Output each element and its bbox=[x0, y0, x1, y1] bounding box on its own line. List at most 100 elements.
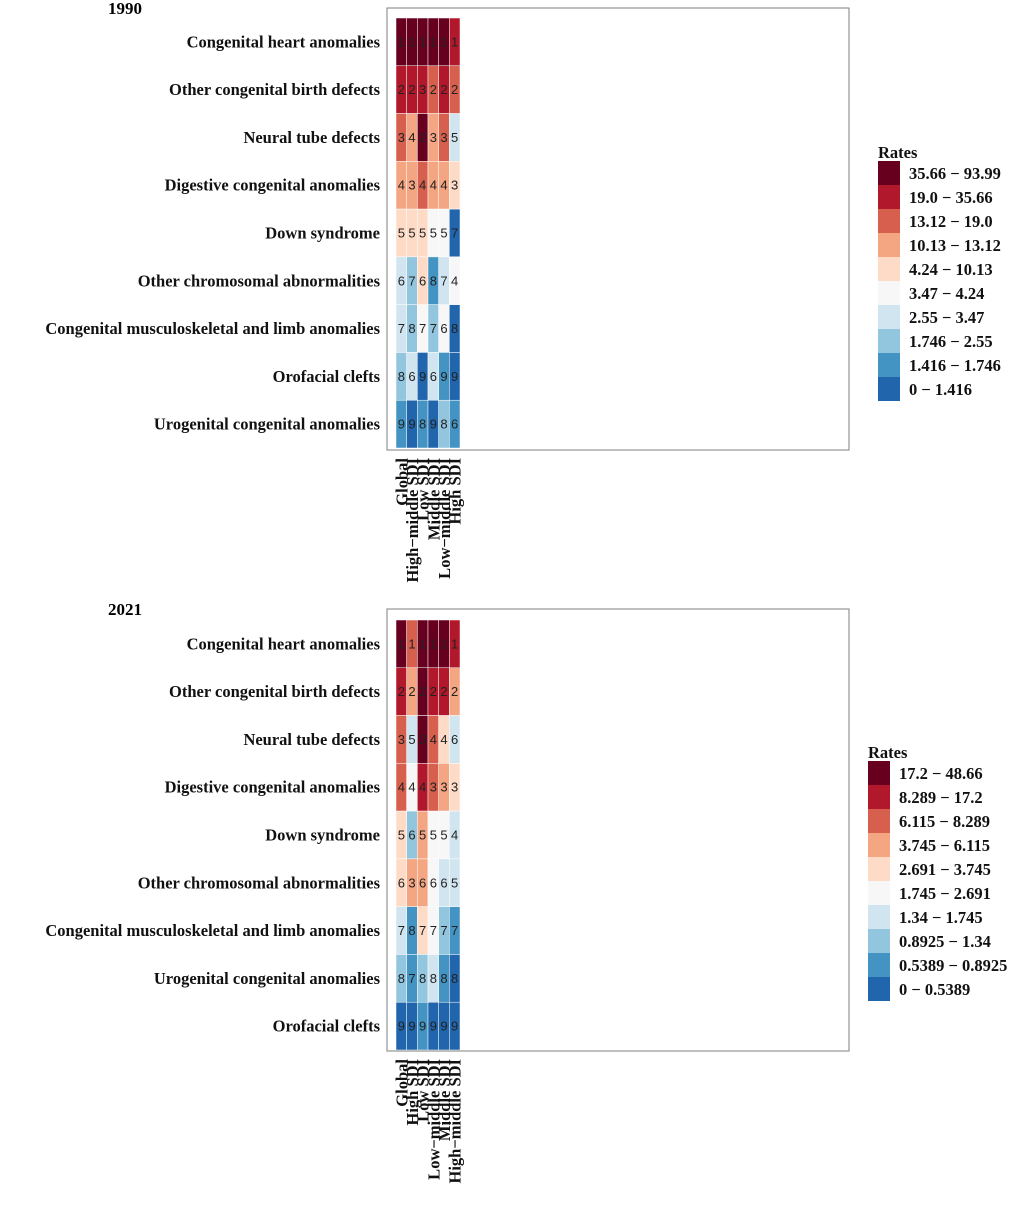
panel-title-1990: 1990 bbox=[108, 0, 142, 18]
cell-rank-label: 3 bbox=[430, 780, 437, 795]
cell-rank-label: 4 bbox=[451, 828, 458, 843]
cell-rank-label: 4 bbox=[440, 732, 447, 747]
cell-rank-label: 3 bbox=[408, 178, 415, 193]
cell-rank-label: 1 bbox=[440, 34, 447, 49]
cell-rank-label: 9 bbox=[451, 1019, 458, 1034]
cell-rank-label: 3 bbox=[440, 780, 447, 795]
cell-rank-label: 8 bbox=[398, 369, 405, 384]
legend-label: 0 − 0.5389 bbox=[899, 980, 970, 999]
legend-label: 35.66 − 93.99 bbox=[909, 164, 1001, 183]
cell-rank-label: 1 bbox=[430, 636, 437, 651]
cell-rank-label: 5 bbox=[408, 732, 415, 747]
cell-rank-label: 7 bbox=[430, 923, 437, 938]
legend-swatch bbox=[878, 305, 900, 329]
cell-rank-label: 2 bbox=[419, 684, 426, 699]
cell-rank-label: 1 bbox=[440, 636, 447, 651]
column-label: Global bbox=[392, 458, 411, 506]
legend-label: 10.13 − 13.12 bbox=[909, 236, 1001, 255]
cell-rank-label: 1 bbox=[398, 636, 405, 651]
cell-rank-label: 7 bbox=[398, 923, 405, 938]
legend-label: 2.691 − 3.745 bbox=[899, 860, 991, 879]
row-label: Neural tube defects bbox=[243, 730, 380, 749]
cell-rank-label: 8 bbox=[419, 971, 426, 986]
cell-rank-label: 8 bbox=[408, 923, 415, 938]
cell-rank-label: 7 bbox=[398, 321, 405, 336]
cell-rank-label: 5 bbox=[451, 130, 458, 145]
legend-swatch bbox=[878, 209, 900, 233]
row-label: Urogenital congenital anomalies bbox=[154, 415, 381, 434]
cell-rank-label: 4 bbox=[408, 780, 415, 795]
row-label: Orofacial clefts bbox=[273, 1017, 381, 1036]
cell-rank-label: 7 bbox=[419, 923, 426, 938]
legend-swatch bbox=[878, 281, 900, 305]
legend-swatch bbox=[868, 953, 890, 977]
cell-rank-label: 4 bbox=[430, 732, 437, 747]
cell-rank-label: 5 bbox=[398, 828, 405, 843]
cell-rank-label: 1 bbox=[408, 34, 415, 49]
cell-rank-label: 4 bbox=[408, 130, 415, 145]
cell-rank-label: 2 bbox=[430, 684, 437, 699]
column-label: High−middle SDI bbox=[446, 1059, 465, 1183]
column-label: Global bbox=[392, 1059, 411, 1107]
cell-rank-label: 8 bbox=[398, 971, 405, 986]
legend-swatch bbox=[868, 977, 890, 1001]
legend-label: 13.12 − 19.0 bbox=[909, 212, 993, 231]
column-label: Low−middle SDI bbox=[435, 458, 454, 579]
row-label: Other congenital birth defects bbox=[169, 682, 381, 701]
cell-rank-label: 4 bbox=[419, 780, 426, 795]
cell-rank-label: 7 bbox=[440, 273, 447, 288]
row-label: Congenital musculoskeletal and limb anom… bbox=[45, 319, 380, 338]
legend-title: Rates bbox=[868, 743, 908, 762]
cell-rank-label: 3 bbox=[440, 130, 447, 145]
cell-rank-label: 3 bbox=[398, 732, 405, 747]
cell-rank-label: 3 bbox=[451, 178, 458, 193]
legend-label: 1.745 − 2.691 bbox=[899, 884, 991, 903]
legend-label: 4.24 − 10.13 bbox=[909, 260, 993, 279]
cell-rank-label: 6 bbox=[430, 369, 437, 384]
cell-rank-label: 8 bbox=[408, 321, 415, 336]
column-label: Middle SDI bbox=[424, 458, 443, 540]
row-label: Other congenital birth defects bbox=[169, 80, 381, 99]
cell-rank-label: 1 bbox=[408, 636, 415, 651]
cell-rank-label: 6 bbox=[440, 875, 447, 890]
cell-rank-label: 1 bbox=[419, 34, 426, 49]
legend-swatch bbox=[868, 833, 890, 857]
cell-rank-label: 5 bbox=[419, 828, 426, 843]
cell-rank-label: 3 bbox=[419, 82, 426, 97]
legend-label: 17.2 − 48.66 bbox=[899, 764, 983, 783]
legend-label: 6.115 − 8.289 bbox=[899, 812, 990, 831]
cell-rank-label: 6 bbox=[419, 875, 426, 890]
panel-title-2021: 2021 bbox=[108, 600, 142, 619]
cell-rank-label: 7 bbox=[430, 321, 437, 336]
cell-rank-label: 8 bbox=[440, 417, 447, 432]
cell-rank-label: 2 bbox=[440, 684, 447, 699]
cell-rank-label: 2 bbox=[419, 130, 426, 145]
cell-rank-label: 7 bbox=[419, 321, 426, 336]
legend-swatch bbox=[868, 881, 890, 905]
legend-swatch bbox=[878, 377, 900, 401]
legend-swatch bbox=[868, 905, 890, 929]
cell-rank-label: 9 bbox=[408, 1019, 415, 1034]
cell-rank-label: 5 bbox=[440, 226, 447, 241]
column-label: Low−middle SDI bbox=[424, 1059, 443, 1180]
cell-rank-label: 2 bbox=[451, 684, 458, 699]
cell-rank-label: 6 bbox=[419, 273, 426, 288]
row-label: Congenital musculoskeletal and limb anom… bbox=[45, 921, 380, 940]
cell-rank-label: 6 bbox=[430, 875, 437, 890]
cell-rank-label: 4 bbox=[451, 273, 458, 288]
cell-rank-label: 8 bbox=[451, 321, 458, 336]
cell-rank-label: 8 bbox=[440, 971, 447, 986]
cell-rank-label: 4 bbox=[430, 178, 437, 193]
row-label: Congenital heart anomalies bbox=[187, 32, 381, 51]
cell-rank-label: 1 bbox=[430, 34, 437, 49]
cell-rank-label: 5 bbox=[451, 875, 458, 890]
column-label: Low SDI bbox=[414, 458, 433, 521]
cell-rank-label: 1 bbox=[451, 34, 458, 49]
cell-rank-label: 1 bbox=[398, 34, 405, 49]
cell-rank-label: 2 bbox=[451, 82, 458, 97]
legend-label: 19.0 − 35.66 bbox=[909, 188, 993, 207]
cell-rank-label: 9 bbox=[419, 369, 426, 384]
cell-rank-label: 4 bbox=[398, 178, 405, 193]
cell-rank-label: 7 bbox=[451, 923, 458, 938]
